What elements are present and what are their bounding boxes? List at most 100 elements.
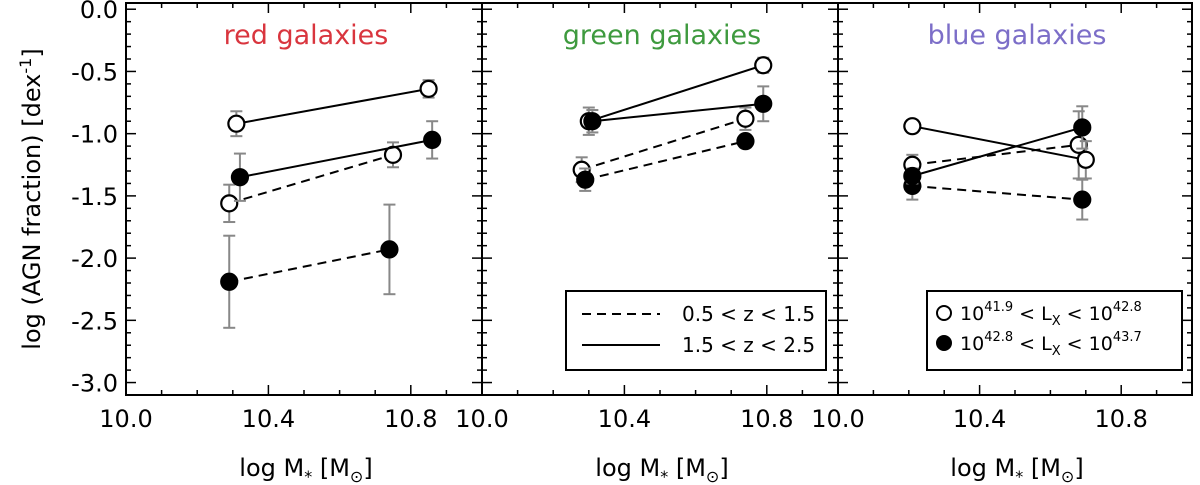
y-axis-label: log (AGN fraction) [dex-1] xyxy=(16,48,46,349)
data-point xyxy=(423,130,442,149)
series-line xyxy=(912,126,1083,177)
x-axis-label-main: log M xyxy=(595,454,660,482)
x-axis-label-unit: [M xyxy=(1023,454,1061,482)
data-point xyxy=(736,132,755,151)
series-4 xyxy=(903,105,1092,186)
x-axis-label-unit-sub: ⊙ xyxy=(706,467,719,485)
data-point xyxy=(220,272,239,291)
x-tick-label: 10.4 xyxy=(598,405,651,433)
series-4 xyxy=(230,120,442,202)
series-line xyxy=(581,117,746,171)
legend-mid: < 10 xyxy=(1061,333,1113,355)
series-line xyxy=(236,87,429,125)
x-axis-label-sub: * xyxy=(1015,467,1023,485)
y-axis-label-close: ] xyxy=(18,48,46,57)
panel-title: green galaxies xyxy=(563,20,761,51)
y-axis-label-main: log (AGN fraction) [dex xyxy=(18,74,46,350)
legend-mid: < L xyxy=(1013,303,1052,325)
x-axis-label-close: ] xyxy=(1074,454,1083,482)
x-tick-label: 10.4 xyxy=(953,405,1006,433)
data-point xyxy=(1073,190,1092,209)
x-axis-label-unit: [M xyxy=(668,454,706,482)
x-tick-label: 10.8 xyxy=(740,405,793,433)
panel-title: blue galaxies xyxy=(928,20,1107,51)
x-axis-label-sub: * xyxy=(660,467,668,485)
y-axis-label-sup: -1 xyxy=(16,58,35,74)
x-axis-label-unit-sub: ⊙ xyxy=(1061,467,1074,485)
legend-sup: 42.8 xyxy=(984,330,1013,345)
data-point xyxy=(419,79,438,98)
legend-box xyxy=(926,290,1183,371)
data-point xyxy=(576,170,595,189)
series-line xyxy=(592,102,764,123)
series-line xyxy=(912,184,1083,201)
y-tick-label: -0.5 xyxy=(71,58,118,86)
series-4 xyxy=(583,85,773,134)
data-point xyxy=(754,94,773,113)
x-axis-label-main: log M xyxy=(950,454,1015,482)
legend-sup: 41.9 xyxy=(984,300,1013,315)
series-2 xyxy=(227,79,438,138)
legend-sup: 42.8 xyxy=(1113,300,1142,315)
x-tick-label: 10.8 xyxy=(384,405,437,433)
x-axis-label: log M* [M⊙] xyxy=(239,454,372,485)
series-1 xyxy=(220,141,403,224)
x-tick-label: 10.0 xyxy=(455,405,508,433)
x-axis-label-sub: * xyxy=(304,467,312,485)
series-line xyxy=(229,248,390,283)
x-tick-label: 10.4 xyxy=(242,405,295,433)
x-axis-label-main: log M xyxy=(239,454,304,482)
legend-sub: X xyxy=(1052,314,1061,329)
series-line xyxy=(912,143,1079,166)
series-3 xyxy=(576,132,755,192)
legend-marker-sample xyxy=(936,335,952,351)
legend-sup: 43.7 xyxy=(1113,330,1142,345)
legend-base: 10 xyxy=(960,303,984,325)
series-3 xyxy=(903,171,1092,221)
panel-1: red galaxies xyxy=(125,2,483,396)
x-axis-label-unit: [M xyxy=(312,454,350,482)
y-tick-label: -1.0 xyxy=(71,121,118,149)
series-3 xyxy=(220,203,399,329)
y-tick-label: -2.0 xyxy=(71,245,118,273)
panel-3: blue galaxies xyxy=(837,2,1193,396)
legend-marker-label: 1042.8 < LX < 1043.7 xyxy=(960,330,1142,359)
series-line xyxy=(912,125,1086,161)
x-axis-label-close: ] xyxy=(719,454,728,482)
legend-box xyxy=(565,290,827,371)
y-tick-label: -3.0 xyxy=(71,370,118,398)
legend-mid: < 10 xyxy=(1061,303,1113,325)
y-tick-label: -1.5 xyxy=(71,183,118,211)
legend-sub: X xyxy=(1052,344,1061,359)
legend-base: 10 xyxy=(960,333,984,355)
data-point xyxy=(1076,150,1095,169)
data-point xyxy=(1069,135,1088,154)
data-point xyxy=(1073,118,1092,137)
series-line xyxy=(239,138,433,179)
data-point xyxy=(736,109,755,128)
panel-2: green galaxies xyxy=(481,2,839,396)
y-tick-label: 0.0 xyxy=(80,0,118,24)
series-1 xyxy=(903,110,1088,180)
x-tick-label: 10.0 xyxy=(99,405,152,433)
x-tick-label: 10.8 xyxy=(1094,405,1147,433)
series-line xyxy=(585,140,746,181)
data-point xyxy=(903,117,922,136)
x-axis-label-unit-sub: ⊙ xyxy=(350,467,363,485)
data-point xyxy=(754,56,773,75)
y-tick-label: -2.5 xyxy=(71,307,118,335)
line-style-legend: 0.5 < z < 1.5 1.5 < z < 2.5 xyxy=(565,290,827,371)
series-line xyxy=(588,64,764,123)
panel-frame xyxy=(125,2,483,396)
data-point xyxy=(583,112,602,131)
series-2 xyxy=(903,117,1095,180)
x-tick-label: 10.0 xyxy=(811,405,864,433)
legend-line-label: 1.5 < z < 2.5 xyxy=(682,333,815,357)
series-line xyxy=(228,153,394,205)
legend-marker-sample xyxy=(936,305,952,321)
legend-mid: < L xyxy=(1013,333,1052,355)
data-point xyxy=(903,166,922,186)
panel-title: red galaxies xyxy=(224,20,389,51)
